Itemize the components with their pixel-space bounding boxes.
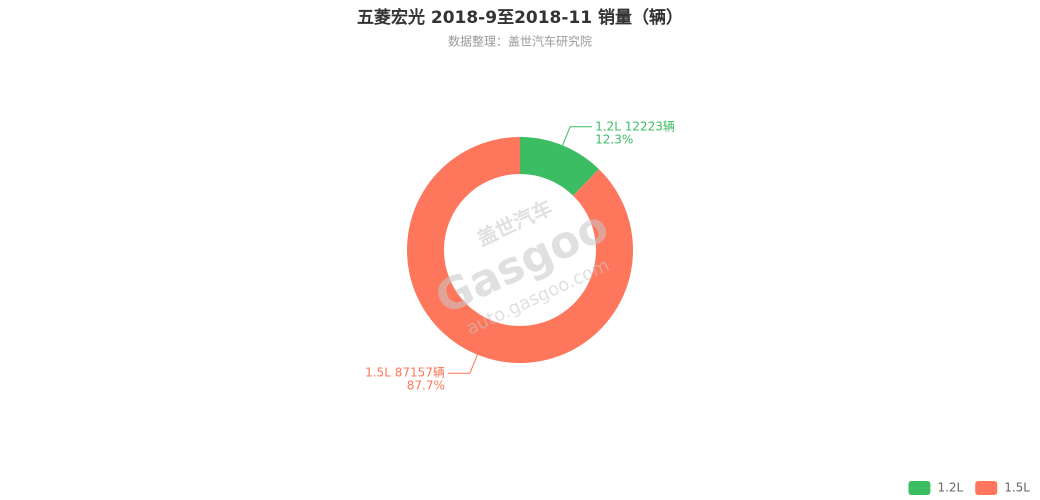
legend-swatch: [975, 481, 998, 495]
percent-label: 87.7%: [407, 379, 445, 393]
value-label: 1.2L 12223辆: [595, 119, 675, 133]
label-line: [561, 126, 593, 148]
label-line: [447, 352, 479, 374]
donut-slice: [407, 137, 634, 363]
percent-label: 12.3%: [595, 132, 633, 146]
chart-subtitle: 数据整理：盖世汽车研究院: [448, 34, 592, 49]
legend-swatch: [908, 481, 931, 495]
legend-label: 1.2L: [937, 481, 963, 495]
donut-slice: [520, 137, 599, 196]
value-label: 1.5L 87157辆: [365, 366, 445, 380]
chart-title: 五菱宏光 2018-9至2018-11 销量（辆）: [357, 7, 683, 28]
legend-label: 1.5L: [1004, 481, 1030, 495]
